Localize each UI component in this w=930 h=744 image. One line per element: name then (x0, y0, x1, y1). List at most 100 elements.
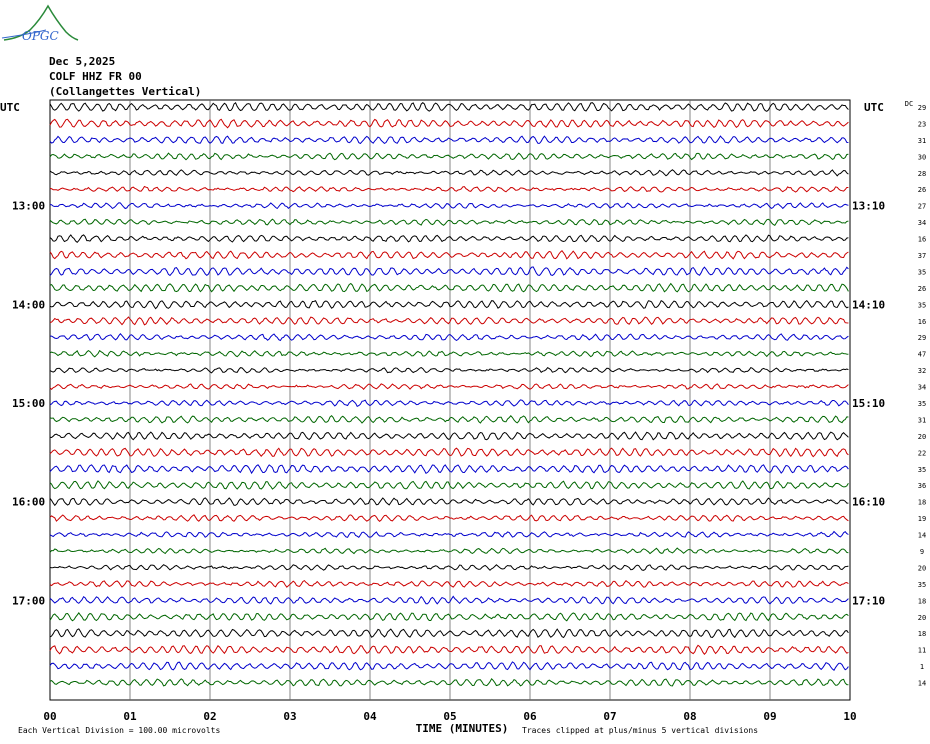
station-description: (Collangettes Vertical) (49, 85, 202, 98)
trace-line (49, 349, 849, 358)
trace-line (49, 514, 849, 522)
trace-line (49, 249, 849, 260)
trace-line (49, 300, 849, 310)
trace-line (49, 628, 849, 639)
x-tick-label: 10 (843, 710, 856, 723)
dc-offset-label: 36 (918, 482, 926, 490)
right-hour-label: 15:10 (852, 397, 885, 410)
trace-line (49, 464, 849, 475)
trace-line (49, 497, 849, 507)
dc-offset-label: 35 (918, 301, 926, 309)
right-hour-label: 14:10 (852, 298, 885, 311)
date-label: Dec 5,2025 (49, 55, 116, 68)
trace-line (49, 169, 849, 177)
dc-offset-label: 16 (918, 318, 926, 326)
dc-offset-label: 31 (918, 137, 926, 145)
x-axis-label: TIME (MINUTES) (416, 722, 509, 735)
trace-line (49, 661, 849, 671)
dc-offset-label: 35 (918, 400, 926, 408)
dc-offset-label: 18 (918, 597, 926, 605)
plot-grid (49, 99, 851, 701)
trace-line (50, 333, 849, 342)
x-tick-label: 04 (363, 710, 377, 723)
x-tick-label: 00 (43, 710, 56, 723)
dc-offset-label: 19 (918, 515, 926, 523)
trace-line (49, 447, 849, 458)
dc-offset-label: 31 (918, 416, 926, 424)
trace-line (49, 579, 849, 588)
dc-offset-label: 20 (918, 433, 926, 441)
dc-offset-label: 35 (918, 268, 926, 276)
dc-offset-label: 26 (918, 186, 926, 194)
trace-line (49, 595, 849, 605)
dc-offset-label: 29 (918, 334, 926, 342)
x-tick-label: 07 (603, 710, 616, 723)
dc-offset-label: 27 (918, 203, 926, 211)
trace-line (49, 547, 849, 555)
dc-offset-label: 28 (918, 170, 926, 178)
x-tick-label: 05 (443, 710, 456, 723)
dc-offset-label: 9 (920, 548, 924, 556)
right-hour-label: 16:10 (852, 496, 885, 509)
right-hour-label: 17:10 (852, 594, 885, 607)
trace-line (49, 218, 849, 226)
trace-line (49, 135, 849, 145)
trace-line (49, 152, 849, 161)
dc-offset-label: 22 (918, 449, 926, 457)
axis-labels: 00 01 02 03 04 05 06 07 08 09 10 TIME (MINUTES) 29 23… (12, 100, 926, 735)
dc-offset-label: 29 (918, 104, 926, 112)
dc-offset-label: 34 (918, 219, 926, 227)
dc-offset-label: 47 (918, 351, 926, 359)
x-tick-label: 02 (203, 710, 216, 723)
opgc-logo-icon: OPGC (1, 4, 79, 43)
dc-offset-label: 20 (918, 564, 926, 572)
station-label: COLF HHZ FR 00 (49, 70, 142, 83)
dc-offset-label: 20 (918, 614, 926, 622)
dc-offset-label: 37 (918, 252, 926, 260)
dc-offset-label: 18 (918, 630, 926, 638)
trace-line (49, 202, 849, 210)
vertical-division-note: Each Vertical Division = 100.00 microvol… (18, 726, 221, 735)
trace-line (49, 530, 849, 538)
x-tick-label: 03 (283, 710, 296, 723)
left-hour-label: 16:00 (12, 496, 45, 509)
trace-line (49, 282, 849, 293)
dc-offset-label: 14 (918, 532, 926, 540)
svg-text:OPGC: OPGC (22, 29, 59, 43)
trace-line (49, 118, 849, 129)
dc-offset-label: 34 (918, 384, 926, 392)
dc-header-label: DC (905, 100, 913, 108)
x-tick-label: 06 (523, 710, 537, 723)
dc-offset-label: 18 (918, 499, 926, 507)
dc-offset-label: 26 (918, 285, 926, 293)
trace-line (49, 431, 849, 441)
dc-offset-label: 16 (918, 236, 926, 244)
left-hour-label: 15:00 (12, 397, 45, 410)
trace-line (49, 564, 849, 571)
dc-offset-label: 14 (918, 680, 926, 688)
trace-line (49, 644, 849, 655)
left-hour-label: 13:00 (12, 200, 45, 213)
left-utc-label: UTC (0, 101, 20, 114)
trace-line (49, 366, 849, 374)
dc-offset-label: 35 (918, 581, 926, 589)
seismic-traces (49, 102, 849, 687)
x-tick-label: 09 (763, 710, 776, 723)
dc-offset-label: 1 (920, 663, 924, 671)
dc-offset-label: 32 (918, 367, 926, 375)
trace-line (49, 399, 849, 407)
right-utc-label: UTC (864, 101, 884, 114)
trace-line (49, 234, 849, 243)
dc-offset-label: 23 (918, 120, 926, 128)
trace-line (49, 185, 849, 193)
clip-note: Traces clipped at plus/minus 5 vertical … (522, 726, 759, 735)
left-hour-label: 14:00 (12, 298, 45, 311)
dc-offset-label: 11 (918, 647, 926, 655)
trace-line (49, 677, 849, 687)
trace-line (49, 415, 849, 424)
trace-line (49, 316, 849, 326)
right-hour-label: 13:10 (852, 200, 885, 213)
dc-offset-label: 30 (918, 153, 926, 161)
trace-line (49, 266, 849, 277)
